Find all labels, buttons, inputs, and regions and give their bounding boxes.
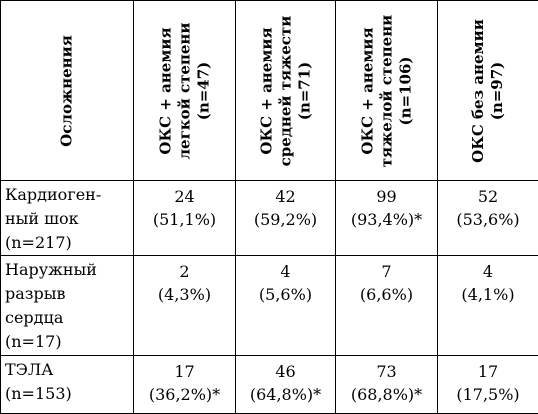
row-label-line: (n=217) <box>5 233 72 252</box>
row-label-line: ный шок <box>5 209 79 228</box>
table-cell: 2 (4,3%) <box>133 255 236 356</box>
header-line: легкой степени <box>175 21 193 160</box>
header-complications-label: Осложнения <box>57 34 76 147</box>
row-label-cardiogenic-shock: Кардиоген- ный шок (n=217) <box>0 180 134 256</box>
cell-count: 42 <box>275 187 296 206</box>
table-cell: 46 (64,8%)* <box>235 355 336 414</box>
header-line: тяжелой степени <box>377 14 395 167</box>
cell-count: 4 <box>482 262 494 281</box>
table-row: ТЭЛА (n=153) 17 (36,2%)* 46 (64,8%)* 73 … <box>0 355 538 414</box>
header-line: ОКС без анемии <box>469 18 487 163</box>
header-line: (n=47) <box>194 61 212 120</box>
header-line: (n=97) <box>488 61 506 120</box>
row-label-line: Кардиоген- <box>5 185 102 204</box>
header-line: ОКС + анемия <box>156 26 174 155</box>
cell-count: 24 <box>174 187 195 206</box>
table-cell: 17 (36,2%)* <box>133 355 236 414</box>
cell-percent: (36,2%)* <box>148 385 221 404</box>
table-cell: 17 (17,5%) <box>437 355 538 414</box>
cell-count: 52 <box>477 187 499 206</box>
header-severe-anemia: ОКС + анемия тяжелой степени (n=106) <box>335 0 438 181</box>
cell-count: 17 <box>477 362 499 381</box>
header-line: ОКС + анемия <box>358 26 376 155</box>
header-complications: Осложнения <box>0 0 134 181</box>
header-line: (n=106) <box>396 56 414 125</box>
header-no-anemia: ОКС без анемии (n=97) <box>437 0 538 181</box>
cell-percent: (6,6%) <box>359 285 414 304</box>
table-cell: 52 (53,6%) <box>437 180 538 256</box>
row-label-pulmonary-embolism: ТЭЛА (n=153) <box>0 355 134 414</box>
cell-percent: (4,1%) <box>461 285 515 304</box>
cell-percent: (17,5%) <box>456 385 520 404</box>
row-label-line: (n=17) <box>5 332 62 351</box>
table-cell: 24 (51,1%) <box>133 180 236 256</box>
table-cell: 4 (5,6%) <box>235 255 336 356</box>
table-row: Кардиоген- ный шок (n=217) 24 (51,1%) 42… <box>0 180 538 256</box>
header-line: средней тяжести <box>276 15 294 166</box>
row-label-line: ТЭЛА <box>5 360 54 379</box>
cell-percent: (5,6%) <box>258 285 313 304</box>
cell-percent: (93,4%)* <box>350 210 423 229</box>
cell-percent: (64,8%)* <box>249 385 322 404</box>
table-cell: 99 (93,4%)* <box>335 180 438 256</box>
table-cell: 4 (4,1%) <box>437 255 538 356</box>
table-cell: 42 (59,2%) <box>235 180 336 256</box>
cell-percent: (51,1%) <box>152 210 217 229</box>
cell-count: 99 <box>376 187 397 206</box>
row-label-line: разрыв <box>5 284 66 303</box>
cell-percent: (59,2%) <box>253 210 318 229</box>
table-header-row: Осложнения ОКС + анемия легкой степени (… <box>0 0 538 181</box>
header-line: (n=71) <box>295 61 313 120</box>
header-moderate-anemia: ОКС + анемия средней тяжести (n=71) <box>235 0 336 181</box>
row-label-line: (n=153) <box>5 384 72 403</box>
cell-count: 7 <box>381 262 392 281</box>
header-line: ОКС + анемия <box>257 26 275 155</box>
table-cell: 7 (6,6%) <box>335 255 438 356</box>
cell-percent: (53,6%) <box>456 210 520 229</box>
table-cell: 73 (68,8%)* <box>335 355 438 414</box>
cell-percent: (68,8%)* <box>350 385 423 404</box>
row-label-line: сердца <box>5 308 64 327</box>
row-label-line: Наружный <box>5 260 97 279</box>
cell-percent: (4,3%) <box>157 285 212 304</box>
cell-count: 2 <box>179 262 190 281</box>
cell-count: 17 <box>174 362 195 381</box>
header-mild-anemia: ОКС + анемия легкой степени (n=47) <box>133 0 236 181</box>
cell-count: 4 <box>280 262 291 281</box>
table-row: Наружный разрыв сердца (n=17) 2 (4,3%) 4… <box>0 255 538 356</box>
cell-count: 46 <box>275 362 296 381</box>
cell-count: 73 <box>376 362 397 381</box>
row-label-external-rupture: Наружный разрыв сердца (n=17) <box>0 255 134 356</box>
